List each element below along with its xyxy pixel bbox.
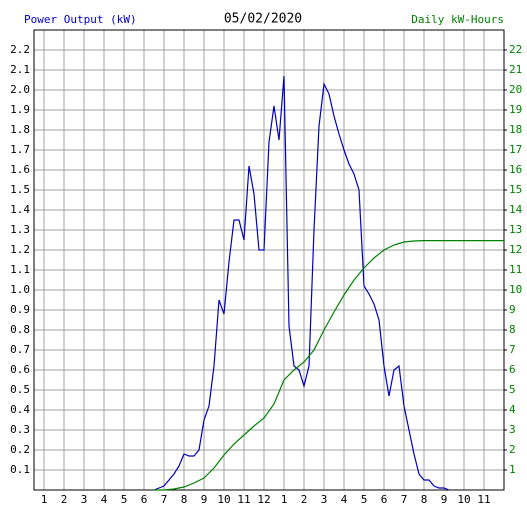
y2-tick-label: 20	[509, 83, 522, 96]
x-tick-label: 3	[321, 493, 328, 506]
y-tick-label: 1.5	[10, 183, 30, 196]
data-line	[154, 240, 504, 491]
x-tick-label: 6	[141, 493, 148, 506]
y2-tick-label: 22	[509, 43, 522, 56]
x-tick-label: 1	[41, 493, 48, 506]
y2-tick-label: 7	[509, 343, 516, 356]
y2-tick-label: 19	[509, 103, 522, 116]
y-tick-label: 0.5	[10, 383, 30, 396]
y2-tick-label: 21	[509, 63, 522, 76]
y-tick-label: 2.1	[10, 63, 30, 76]
y2-tick-label: 13	[509, 223, 522, 236]
y-tick-label: 0.1	[10, 463, 30, 476]
x-tick-label: 9	[441, 493, 448, 506]
x-tick-label: 10	[217, 493, 230, 506]
y2-axis-label: Daily kW-Hours	[411, 13, 504, 26]
y2-tick-label: 18	[509, 123, 522, 136]
y-tick-label: 0.9	[10, 303, 30, 316]
x-tick-label: 11	[237, 493, 250, 506]
y2-tick-label: 16	[509, 163, 522, 176]
y2-tick-label: 9	[509, 303, 516, 316]
y2-tick-label: 2	[509, 443, 516, 456]
y-tick-label: 0.3	[10, 423, 30, 436]
y2-tick-label: 3	[509, 423, 516, 436]
x-tick-label: 5	[121, 493, 128, 506]
x-tick-label: 1	[281, 493, 288, 506]
y-tick-label: 1.8	[10, 123, 30, 136]
data-line	[153, 75, 450, 491]
y-tick-label: 1.2	[10, 243, 30, 256]
x-tick-label: 11	[477, 493, 490, 506]
x-tick-label: 7	[161, 493, 168, 506]
y-tick-label: 1.7	[10, 143, 30, 156]
x-tick-label: 9	[201, 493, 208, 506]
x-tick-label: 2	[301, 493, 308, 506]
y2-tick-label: 1	[509, 463, 516, 476]
x-tick-label: 6	[381, 493, 388, 506]
x-tick-label: 12	[257, 493, 270, 506]
y2-tick-label: 10	[509, 283, 522, 296]
y-tick-label: 0.4	[10, 403, 30, 416]
y-axis-label: Power Output (kW)	[24, 13, 137, 26]
chart-title: 05/02/2020	[224, 12, 302, 27]
y2-tick-label: 14	[509, 203, 523, 216]
y-tick-label: 1.9	[10, 103, 30, 116]
x-tick-label: 4	[341, 493, 348, 506]
y2-tick-label: 8	[509, 323, 516, 336]
plot-border	[33, 29, 505, 491]
y-tick-label: 1.4	[10, 203, 30, 216]
y-tick-label: 0.8	[10, 323, 30, 336]
y2-tick-label: 12	[509, 243, 522, 256]
x-tick-label: 3	[81, 493, 88, 506]
x-tick-label: 10	[457, 493, 470, 506]
y-tick-label: 0.7	[10, 343, 30, 356]
y-tick-label: 1.6	[10, 163, 30, 176]
y-tick-label: 1.1	[10, 263, 30, 276]
plot-area	[33, 29, 505, 491]
y-tick-label: 1.3	[10, 223, 30, 236]
y2-tick-label: 6	[509, 363, 516, 376]
x-tick-label: 2	[61, 493, 68, 506]
x-tick-label: 7	[401, 493, 408, 506]
y2-tick-label: 15	[509, 183, 522, 196]
x-tick-label: 8	[421, 493, 428, 506]
y2-tick-label: 11	[509, 263, 522, 276]
y-tick-label: 2.2	[10, 43, 30, 56]
y-tick-label: 1.0	[10, 283, 30, 296]
y-tick-label: 0.6	[10, 363, 30, 376]
x-tick-label: 4	[101, 493, 108, 506]
x-tick-label: 5	[361, 493, 368, 506]
y-tick-label: 0.2	[10, 443, 30, 456]
y2-tick-label: 17	[509, 143, 522, 156]
x-tick-label: 8	[181, 493, 188, 506]
y-tick-label: 2.0	[10, 83, 30, 96]
y2-tick-label: 4	[509, 403, 516, 416]
y2-tick-label: 5	[509, 383, 516, 396]
